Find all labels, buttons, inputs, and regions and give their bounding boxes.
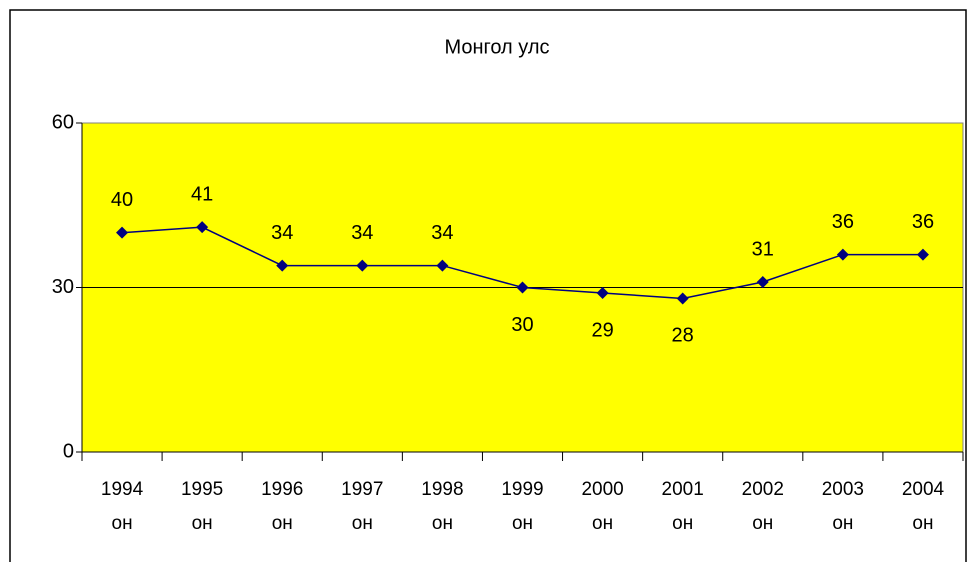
marker [756, 276, 769, 289]
marker [916, 248, 929, 261]
x-tick-label: 1999 он [501, 479, 544, 534]
x-tick-label: 1994 он [100, 479, 144, 534]
data-label: 40 [111, 189, 133, 211]
marker [836, 248, 849, 261]
data-label: 36 [832, 211, 854, 233]
y-tick-label: 30 [52, 276, 74, 298]
x-tick-label: 1996 он [261, 479, 304, 534]
x-tick-label: 2000 он [581, 479, 624, 534]
marker [436, 259, 449, 272]
marker [676, 292, 689, 305]
marker [356, 259, 369, 272]
data-label: 34 [431, 222, 453, 244]
x-tick-label: 2004 он [901, 479, 945, 534]
data-label: 36 [912, 211, 934, 233]
marker [596, 286, 609, 299]
y-tick-label: 60 [52, 111, 74, 133]
marker [516, 281, 529, 294]
data-label: 29 [591, 319, 613, 341]
x-tick-label: 1998 он [421, 479, 464, 534]
marker [116, 226, 129, 239]
x-tick-label: 2001 он [661, 479, 704, 534]
marker [196, 221, 209, 234]
data-label: 30 [511, 314, 533, 336]
marker [276, 259, 289, 272]
chart-title: Монгол улс [444, 36, 549, 58]
data-label: 41 [191, 183, 213, 205]
x-tick-label: 2002 он [741, 479, 784, 534]
data-label: 34 [351, 222, 373, 244]
y-tick-label: 0 [63, 440, 74, 462]
data-label: 34 [271, 222, 293, 244]
x-tick-label: 1997 он [341, 479, 384, 534]
data-label: 31 [752, 238, 774, 260]
x-tick-label: 1995 он [180, 479, 224, 534]
data-label: 28 [672, 325, 694, 347]
x-tick-label: 2003 он [821, 479, 864, 534]
